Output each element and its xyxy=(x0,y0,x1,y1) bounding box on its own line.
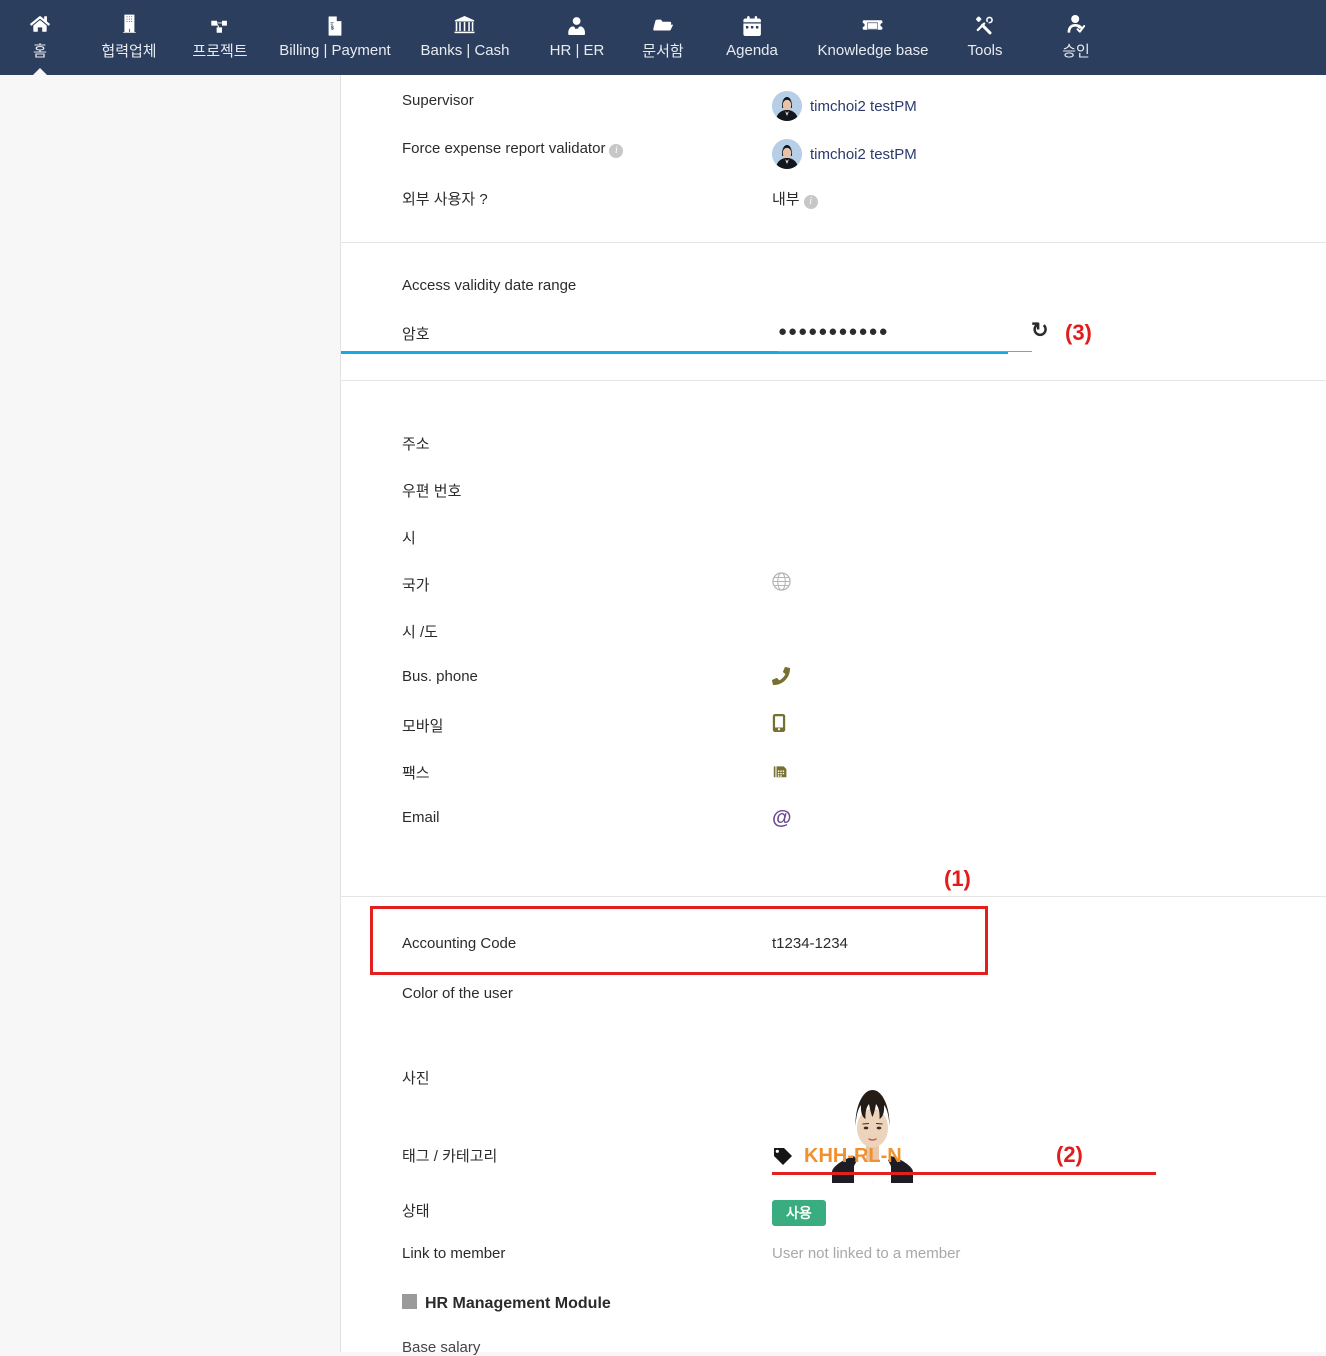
svg-text:$: $ xyxy=(330,25,333,31)
